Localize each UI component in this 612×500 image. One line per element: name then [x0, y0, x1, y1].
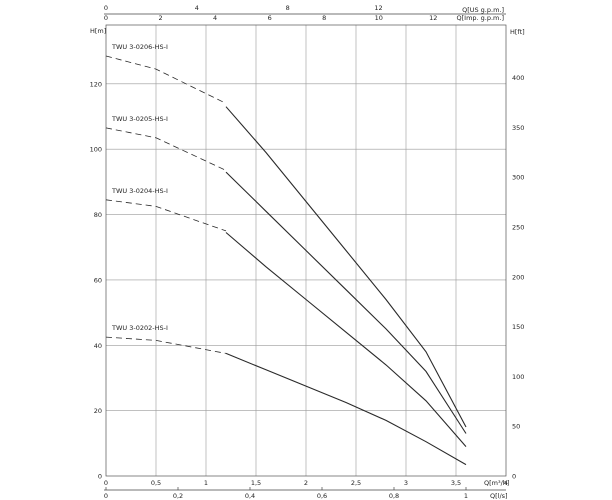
x-tick-label: 4	[504, 479, 508, 487]
y2-tick-label: 250	[512, 223, 524, 231]
plot-frame	[105, 24, 507, 477]
axis-scales: H[m]020406080100120H[ft]0501001502002503…	[90, 4, 525, 500]
x2-tick-label: 0,2	[173, 492, 183, 500]
y-tick-label: 80	[94, 211, 102, 219]
curve-dashed-extension	[105, 55, 227, 104]
x2-axis-label: Q[l/s]	[490, 492, 508, 500]
pump-curves	[105, 55, 467, 466]
x2-tick-label: 0	[104, 492, 108, 500]
y2-tick-label: 50	[512, 423, 520, 431]
x-top-imp-tick-label: 8	[322, 14, 326, 22]
series-label: TWU 3-0205-HS-I	[111, 115, 168, 123]
plot-border	[105, 24, 507, 477]
y-tick-label: 0	[98, 473, 102, 481]
x-top-imp-axis-label: Q[Imp. g.p.m.]	[457, 14, 504, 22]
x2-tick-label: 0,4	[245, 492, 255, 500]
x-tick-label: 1	[204, 479, 208, 487]
series-label: TWU 3-0206-HS-I	[111, 43, 168, 51]
x-top-us-tick-label: 12	[374, 4, 382, 12]
x2-tick-label: 0,6	[317, 492, 327, 500]
x-top-imp-tick-label: 0	[104, 14, 108, 22]
series-label: TWU 3-0202-HS-I	[111, 324, 168, 332]
y-axis-label: H[m]	[90, 27, 106, 35]
y-tick-label: 40	[94, 342, 102, 350]
x-axis-label: Q[m³/h]	[484, 479, 509, 487]
x-top-imp-tick-label: 2	[158, 14, 162, 22]
curve-dashed-extension	[105, 199, 227, 232]
x-tick-label: 0	[104, 479, 108, 487]
y-tick-label: 20	[94, 407, 102, 415]
y2-tick-label: 0	[512, 473, 516, 481]
curve-line	[225, 106, 467, 428]
curve-line	[225, 232, 467, 447]
curve-line	[225, 171, 467, 434]
x-tick-label: 3,5	[451, 479, 461, 487]
x2-tick-label: 0,8	[389, 492, 399, 500]
y2-axis-label: H[ft]	[510, 28, 525, 36]
x-tick-label: 2,5	[351, 479, 361, 487]
y-tick-label: 120	[90, 80, 102, 88]
grid	[106, 25, 506, 476]
x-top-us-tick-label: 0	[104, 4, 108, 12]
y2-tick-label: 150	[512, 323, 524, 331]
series-label: TWU 3-0204-HS-I	[111, 187, 168, 195]
y2-tick-label: 100	[512, 373, 524, 381]
x-tick-label: 2	[304, 479, 308, 487]
x-tick-label: 3	[404, 479, 408, 487]
x-top-imp-tick-label: 4	[213, 14, 217, 22]
curve-line	[225, 352, 467, 466]
curve-labels: TWU 3-0206-HS-I TWU 3-0205-HS-I TWU 3-0204…	[111, 43, 168, 332]
x-tick-label: 1,5	[251, 479, 261, 487]
y2-tick-label: 400	[512, 74, 524, 82]
x-top-imp-tick-label: 12	[429, 14, 437, 22]
y-tick-label: 100	[90, 146, 102, 154]
y2-tick-label: 300	[512, 174, 524, 182]
x-top-us-tick-label: 4	[195, 4, 199, 12]
y2-tick-label: 200	[512, 273, 524, 281]
x-top-imp-tick-label: 6	[268, 14, 272, 22]
y-tick-label: 60	[94, 276, 102, 284]
x-tick-label: 0,5	[151, 479, 161, 487]
y2-tick-label: 350	[512, 124, 524, 132]
x2-tick-label: 1	[464, 492, 468, 500]
x-top-us-axis-label: Q[US g.p.m.]	[462, 6, 504, 14]
x-top-imp-tick-label: 10	[375, 14, 383, 22]
curve-dashed-extension	[105, 127, 227, 171]
curve-dashed-extension	[105, 336, 227, 354]
x-top-us-tick-label: 8	[286, 4, 290, 12]
